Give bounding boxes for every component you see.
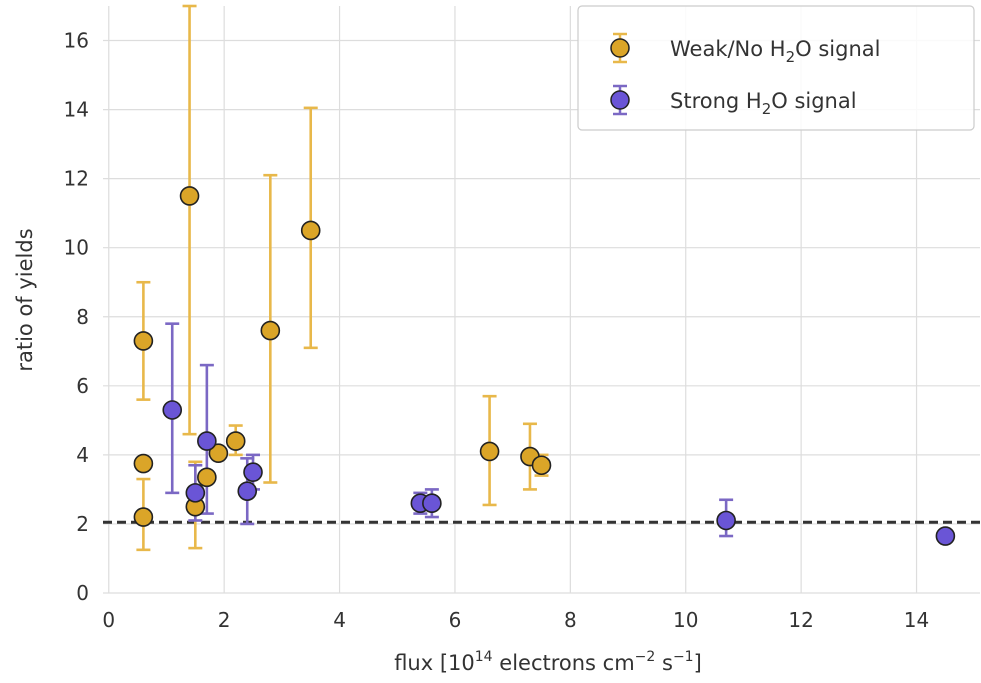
data-point-strong <box>185 483 206 503</box>
svg-text:Strong H2O signal: Strong H2O signal <box>670 89 857 118</box>
data-point-weak <box>133 507 154 527</box>
y-tick-label: 2 <box>76 512 89 536</box>
data-point-weak <box>260 320 281 341</box>
y-tick-label: 8 <box>76 305 89 329</box>
legend-label-weak: Weak/No H <box>670 37 786 61</box>
data-point-strong <box>162 400 183 420</box>
y-tick-label: 14 <box>64 98 89 122</box>
data-point-weak <box>133 453 154 474</box>
x-tick-label: 0 <box>102 608 115 632</box>
y-tick-label: 12 <box>64 167 89 191</box>
data-point-weak <box>179 186 200 206</box>
data-point-weak <box>531 455 552 476</box>
data-point-weak <box>479 441 500 462</box>
y-axis-label: ratio of yields <box>13 228 37 371</box>
data-point-weak <box>225 431 246 451</box>
x-tick-label: 2 <box>218 608 231 632</box>
x-tick-label: 6 <box>449 608 462 632</box>
y-tick-label: 0 <box>76 581 89 605</box>
data-point-strong <box>422 493 442 514</box>
x-tick-label: 10 <box>673 608 698 632</box>
data-point-strong <box>237 481 258 501</box>
x-tick-label: 12 <box>788 608 813 632</box>
error-bar-weak <box>182 4 197 436</box>
svg-text:Weak/No H2O signal: Weak/No H2O signal <box>670 37 880 66</box>
data-point-strong <box>935 526 956 546</box>
x-tick-label: 14 <box>904 608 929 632</box>
x-tick-label: 8 <box>564 608 577 632</box>
data-point-weak <box>300 220 321 241</box>
data-point-strong <box>716 510 736 531</box>
data-point-strong <box>197 431 217 451</box>
y-tick-label: 4 <box>76 443 89 467</box>
legend: Weak/No H2O signal Strong H2O signal <box>577 5 975 131</box>
legend-box <box>577 5 975 131</box>
legend-entry-strong: Strong H2O signal <box>610 84 857 118</box>
x-tick-label: 4 <box>333 608 346 632</box>
data-point-weak <box>197 467 217 488</box>
legend-marker-weak <box>610 38 630 58</box>
data-point-weak <box>208 443 229 463</box>
legend-entry-weak: Weak/No H2O signal <box>610 32 880 66</box>
data-point-strong <box>243 462 263 482</box>
data-point-weak <box>133 331 154 351</box>
legend-label-strong: Strong H <box>670 89 762 113</box>
x-axis-label: flux [1014 electrons cm−2 s−1] <box>394 649 702 675</box>
data-points <box>133 186 956 546</box>
legend-marker-strong <box>610 90 630 110</box>
tick-labels: 0 2 4 6 8 10 12 14 0 2 4 6 8 10 12 14 16 <box>64 29 930 632</box>
y-tick-label: 6 <box>76 374 89 398</box>
y-tick-label: 16 <box>64 29 89 53</box>
y-tick-label: 10 <box>64 236 89 260</box>
